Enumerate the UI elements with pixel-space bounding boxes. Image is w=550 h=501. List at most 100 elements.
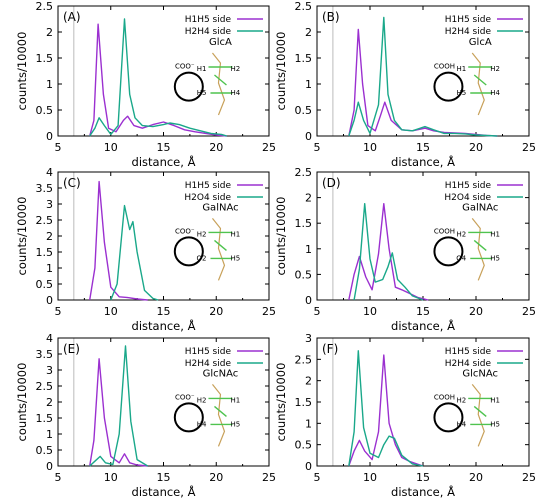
atom-label: H1 [490, 396, 500, 404]
x-tick-label: 15 [416, 141, 430, 154]
x-tick-label: 10 [104, 471, 118, 484]
y-tick-label: 0 [305, 294, 312, 307]
chart-panel: 5 10 15 20 25 0 0.5 1 1.5 2 2.5 3 distance, Å counts/… [274, 332, 536, 499]
series-line [89, 180, 148, 301]
series-line [353, 203, 424, 301]
chart-panel: 5 10 15 20 25 0 0.5 1 1.5 2 2.5 distance, Å counts/1… [15, 0, 276, 169]
panel-label: (D) [322, 176, 341, 190]
y-tick-label: 0.5 [36, 444, 54, 457]
chart-panel: 5 10 15 20 25 0 0.5 1 1.5 2 2.5 3 3.5 4 distance, Å cou… [15, 166, 276, 333]
legend-label: H1H5 side [185, 181, 232, 191]
atom-label: H1 [457, 65, 467, 73]
atom-label: H2 [457, 396, 467, 404]
molecule-label: GlcA [209, 37, 232, 48]
x-tick-label: 20 [209, 471, 223, 484]
y-tick-label: 0 [46, 460, 53, 473]
x-tick-label: 25 [262, 305, 276, 318]
legend-label: H1H5 side [185, 15, 232, 25]
y-tick-label: 0 [305, 460, 312, 473]
acid-label: COO⁻ [175, 63, 195, 71]
y-tick-label: 4 [46, 166, 53, 179]
x-axis-label: distance, Å [391, 318, 455, 333]
molecule-label: GalNAc [462, 202, 498, 213]
y-tick-label: 1.5 [295, 396, 313, 409]
atom-label: H4 [457, 420, 467, 428]
y-tick-label: 1 [46, 428, 53, 441]
y-tick-label: 0.5 [295, 268, 313, 281]
y-tick-label: 2 [305, 26, 312, 39]
panel-label: (E) [63, 342, 80, 356]
series-line [89, 23, 227, 137]
x-tick-label: 15 [157, 305, 171, 318]
y-tick-label: 2.5 [295, 0, 313, 13]
x-tick-label: 5 [55, 141, 62, 154]
x-tick-label: 25 [262, 471, 276, 484]
x-tick-label: 15 [416, 305, 430, 318]
y-tick-label: 1 [46, 262, 53, 275]
y-tick-label: 2 [305, 375, 312, 388]
sugar-ring [208, 231, 233, 260]
molecule-label: GlcNAc [462, 368, 498, 379]
x-tick-label: 20 [469, 141, 483, 154]
y-axis-label: counts/10000 [15, 32, 29, 111]
y-tick-label: 0 [46, 294, 53, 307]
atom-label: H5 [197, 89, 207, 97]
y-tick-label: 3.5 [36, 182, 54, 195]
surface-circle [433, 402, 464, 433]
chart-panel: 5 10 15 20 25 0 0.5 1 1.5 2 2.5 distance, Å counts/1… [274, 0, 536, 169]
sugar-backbone [471, 218, 485, 281]
legend-label: H1H5 side [445, 347, 492, 357]
y-tick-label: 2 [305, 192, 312, 205]
atom-label: O2 [197, 254, 207, 262]
atom-label: H5 [230, 254, 240, 262]
sugar-backbone [212, 218, 226, 281]
y-tick-label: 1.5 [36, 52, 54, 65]
atom-label: H2 [457, 230, 467, 238]
y-tick-label: 3 [305, 332, 312, 345]
y-tick-label: 0.5 [36, 104, 54, 117]
x-tick-label: 25 [522, 471, 536, 484]
x-tick-label: 15 [157, 141, 171, 154]
x-tick-label: 20 [469, 471, 483, 484]
x-tick-label: 10 [104, 141, 118, 154]
x-tick-label: 5 [55, 471, 62, 484]
x-tick-label: 25 [522, 141, 536, 154]
sugar-ring [468, 231, 493, 260]
x-tick-label: 5 [314, 141, 321, 154]
atom-label: H4 [197, 420, 207, 428]
legend-label: H2H4 side [445, 359, 492, 369]
acid-label: COOH [434, 63, 455, 71]
y-tick-label: 2 [46, 396, 53, 409]
x-tick-label: 5 [314, 305, 321, 318]
legend-label: H1H5 side [445, 181, 492, 191]
series-line [348, 203, 429, 301]
x-axis-label: distance, Å [391, 154, 455, 169]
surface-circle [433, 71, 464, 102]
x-tick-label: 15 [157, 471, 171, 484]
x-axis-label: distance, Å [391, 484, 455, 499]
legend-label: H2H4 side [445, 27, 492, 37]
atom-label: H2 [230, 65, 240, 73]
series-line [89, 358, 148, 467]
atom-label: H4 [230, 89, 240, 97]
y-axis-label: counts/10000 [274, 32, 288, 111]
series-line [348, 354, 424, 467]
legend-label: H2H4 side [185, 359, 232, 369]
y-axis-label: counts/10000 [15, 197, 29, 276]
panel-label: (A) [63, 10, 81, 24]
molecule-label: GlcA [469, 37, 492, 48]
y-tick-label: 1.5 [295, 217, 313, 230]
x-axis-label: distance, Å [132, 318, 196, 333]
panel-label: (F) [322, 342, 338, 356]
x-tick-label: 25 [262, 141, 276, 154]
legend-label: H2O4 side [184, 193, 231, 203]
atom-label: H5 [490, 420, 500, 428]
surface-circle [173, 71, 204, 102]
legend-label: H1H5 side [445, 15, 492, 25]
y-tick-label: 2.5 [295, 353, 313, 366]
x-tick-label: 5 [314, 471, 321, 484]
x-tick-label: 15 [416, 471, 430, 484]
x-axis-label: distance, Å [132, 484, 196, 499]
legend-label: H2O4 side [444, 193, 491, 203]
x-tick-label: 10 [363, 471, 377, 484]
